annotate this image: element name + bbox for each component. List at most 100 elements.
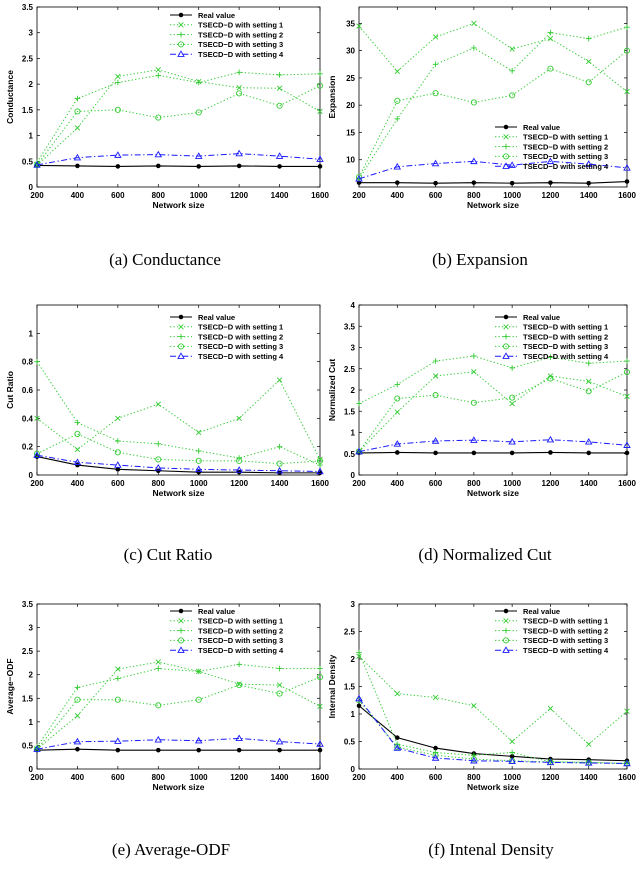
x-tick-label: 1600 — [311, 479, 329, 488]
y-tick-label: 0 — [351, 471, 356, 480]
y-axis-label: Normalized Cut — [327, 359, 337, 422]
y-axis-label: Expansion — [327, 76, 337, 119]
x-axis-label: Network size — [153, 782, 205, 792]
legend-label: TSECD−D with setting 1 — [523, 133, 608, 142]
x-axis-label: Network size — [467, 200, 519, 210]
legend-label: TSECD−D with setting 3 — [198, 40, 283, 49]
x-tick-label: 1200 — [230, 191, 248, 200]
y-tick-label: 25 — [346, 74, 355, 83]
x-axis-label: Network size — [467, 488, 519, 498]
x-tick-label: 1000 — [503, 479, 521, 488]
x-tick-label: 1000 — [190, 479, 208, 488]
x-tick-label: 1400 — [271, 773, 289, 782]
caption: (f) Intenal Density — [428, 840, 554, 859]
y-tick-label: 3.5 — [22, 600, 34, 609]
data-point — [434, 746, 438, 750]
y-tick-label: 3 — [351, 600, 356, 609]
x-tick-label: 1600 — [311, 191, 329, 200]
legend-label: TSECD−D with setting 3 — [198, 342, 283, 351]
y-tick-label: 2.5 — [22, 54, 34, 63]
y-tick-label: 3.5 — [344, 322, 356, 331]
x-tick-label: 1200 — [542, 773, 560, 782]
data-point — [318, 165, 322, 169]
y-tick-label: 20 — [346, 101, 355, 110]
y-tick-label: 1.5 — [344, 407, 356, 416]
caption: (a) Conductance — [109, 250, 221, 269]
y-tick-label: 0 — [29, 765, 34, 774]
legend-label: TSECD−D with setting 2 — [198, 332, 283, 341]
y-tick-label: 3 — [29, 29, 34, 38]
y-axis-label: Cut Ratio — [5, 371, 15, 409]
legend-label: TSECD−D with setting 3 — [523, 342, 608, 351]
y-tick-label: 0.5 — [22, 741, 34, 750]
legend-label: TSECD−D with setting 2 — [198, 30, 283, 39]
legend-label: TSECD−D with setting 2 — [523, 142, 608, 151]
x-tick-label: 800 — [152, 191, 166, 200]
x-tick-label: 1600 — [311, 773, 329, 782]
data-point — [549, 181, 553, 185]
data-point — [625, 180, 629, 184]
y-tick-label: 0.4 — [22, 414, 34, 423]
data-point — [156, 748, 160, 752]
x-tick-label: 1000 — [503, 773, 521, 782]
x-tick-label: 1400 — [580, 773, 598, 782]
caption: (b) Expansion — [432, 250, 528, 269]
x-axis-label: Network size — [153, 488, 205, 498]
legend-label: TSECD−D with setting 3 — [523, 636, 608, 645]
y-tick-label: 15 — [346, 128, 355, 137]
data-point — [76, 164, 80, 168]
x-tick-label: 1000 — [503, 191, 521, 200]
data-point — [395, 736, 399, 740]
data-point — [156, 469, 160, 473]
legend-label: TSECD−D with setting 4 — [523, 646, 609, 655]
y-tick-label: 2 — [29, 80, 34, 89]
y-tick-label: 1.5 — [22, 106, 34, 115]
x-tick-label: 600 — [111, 773, 125, 782]
data-point — [587, 451, 591, 455]
legend-label: TSECD−D with setting 4 — [198, 646, 284, 655]
legend-label: TSECD−D with setting 3 — [523, 152, 608, 161]
x-tick-label: 1600 — [618, 773, 636, 782]
y-tick-label: 2 — [351, 386, 356, 395]
x-tick-label: 200 — [352, 773, 366, 782]
x-tick-label: 600 — [429, 191, 443, 200]
y-axis-label: Average−ODF — [5, 658, 15, 714]
data-point — [179, 13, 183, 17]
legend-label: Real value — [523, 607, 560, 616]
data-point — [472, 181, 476, 185]
data-point — [76, 747, 80, 751]
y-tick-label: 1.5 — [22, 694, 34, 703]
y-tick-label: 0.2 — [22, 443, 34, 452]
y-tick-label: 2.5 — [344, 365, 356, 374]
x-tick-label: 1400 — [580, 191, 598, 200]
x-tick-label: 400 — [391, 773, 405, 782]
data-point — [434, 181, 438, 185]
y-tick-label: 0.6 — [22, 386, 34, 395]
x-tick-label: 1200 — [230, 479, 248, 488]
y-tick-label: 0 — [351, 765, 356, 774]
y-tick-label: 0.5 — [344, 450, 356, 459]
y-tick-label: 30 — [346, 47, 355, 56]
caption: (d) Normalized Cut — [418, 545, 551, 564]
legend-label: TSECD−D with setting 4 — [523, 352, 609, 361]
legend-label: TSECD−D with setting 1 — [198, 323, 283, 332]
legend-label: TSECD−D with setting 2 — [198, 626, 283, 635]
x-tick-label: 800 — [467, 773, 481, 782]
x-tick-label: 400 — [71, 479, 85, 488]
legend-label: TSECD−D with setting 2 — [523, 626, 608, 635]
legend-label: Real value — [198, 313, 235, 322]
data-point — [278, 748, 282, 752]
y-tick-label: 2.5 — [344, 628, 356, 637]
legend-label: Real value — [198, 607, 235, 616]
x-tick-label: 200 — [30, 191, 44, 200]
y-tick-label: 4 — [351, 301, 356, 310]
x-tick-label: 1400 — [580, 479, 598, 488]
x-tick-label: 1000 — [190, 773, 208, 782]
x-tick-label: 1200 — [230, 773, 248, 782]
legend-label: TSECD−D with setting 3 — [198, 636, 283, 645]
